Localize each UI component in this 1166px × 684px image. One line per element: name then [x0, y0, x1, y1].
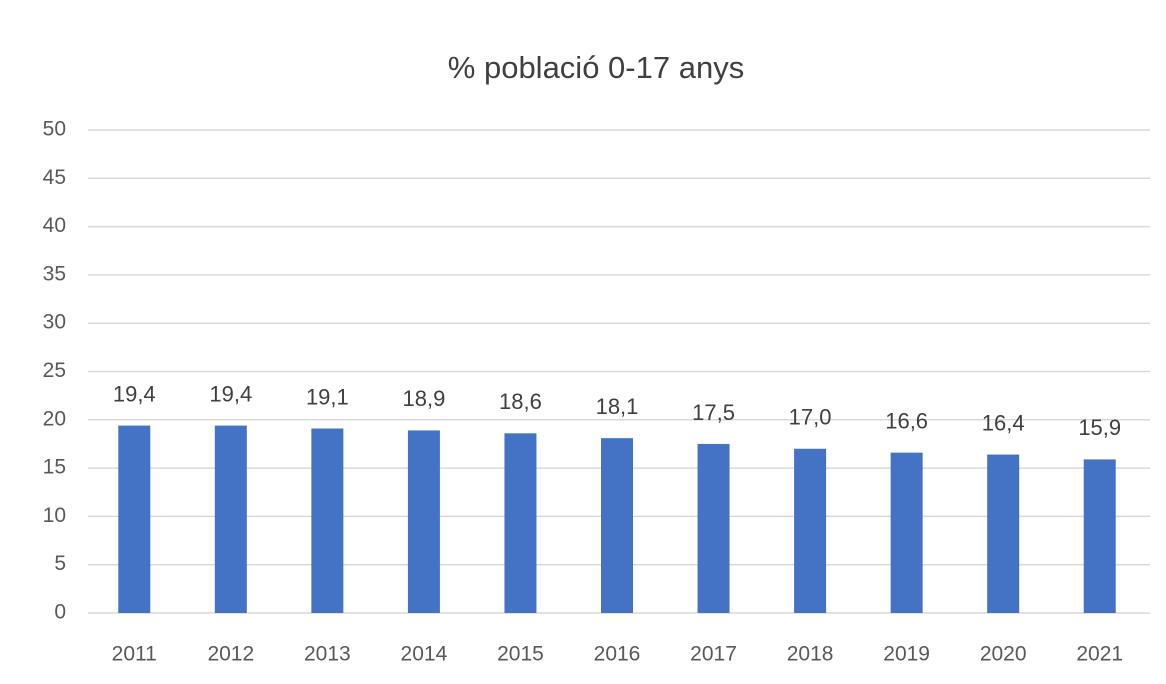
data-label: 16,6 [885, 408, 928, 433]
data-label: 15,9 [1078, 415, 1121, 440]
y-tick-label: 25 [43, 359, 66, 382]
bar [794, 448, 827, 613]
x-tick-label: 2013 [304, 643, 351, 666]
x-tick-label: 2016 [594, 643, 641, 666]
bar [118, 425, 151, 613]
y-tick-label: 35 [43, 262, 66, 285]
y-tick-label: 10 [43, 504, 66, 527]
x-tick-label: 2011 [112, 643, 157, 666]
bar [987, 454, 1020, 613]
bar [311, 428, 344, 613]
bar [504, 433, 537, 613]
data-label: 17,5 [692, 400, 735, 425]
x-tick-label: 2019 [883, 643, 930, 666]
y-tick-label: 15 [43, 456, 66, 479]
x-tick-label: 2018 [787, 643, 834, 666]
data-label: 16,4 [982, 410, 1025, 435]
data-label: 18,6 [499, 389, 542, 414]
bar [601, 438, 633, 613]
y-tick-label: 0 [54, 601, 66, 624]
bar [1083, 459, 1116, 613]
y-tick-label: 20 [43, 407, 66, 430]
data-label: 19,4 [113, 381, 156, 406]
x-tick-label: 2017 [690, 643, 737, 666]
data-label: 19,4 [209, 381, 252, 406]
x-tick-label: 2015 [497, 643, 544, 666]
x-tick-label: 2021 [1076, 643, 1123, 666]
bar [214, 425, 247, 613]
bar [697, 443, 730, 613]
data-label: 17,0 [789, 405, 832, 430]
chart-title: % població 0-17 anys [448, 50, 744, 85]
x-tick-label: 2014 [401, 643, 448, 666]
y-tick-label: 50 [43, 118, 66, 141]
y-tick-label: 5 [54, 552, 66, 575]
data-label: 19,1 [306, 384, 349, 409]
x-tick-label: 2020 [980, 643, 1027, 666]
data-label: 18,1 [596, 394, 639, 419]
x-tick-label: 2012 [207, 643, 254, 666]
bar [407, 430, 440, 613]
y-tick-label: 45 [43, 166, 66, 189]
y-tick-label: 40 [43, 214, 66, 237]
y-tick-label: 30 [43, 311, 66, 334]
data-label: 18,9 [402, 386, 445, 411]
bar [890, 452, 923, 613]
